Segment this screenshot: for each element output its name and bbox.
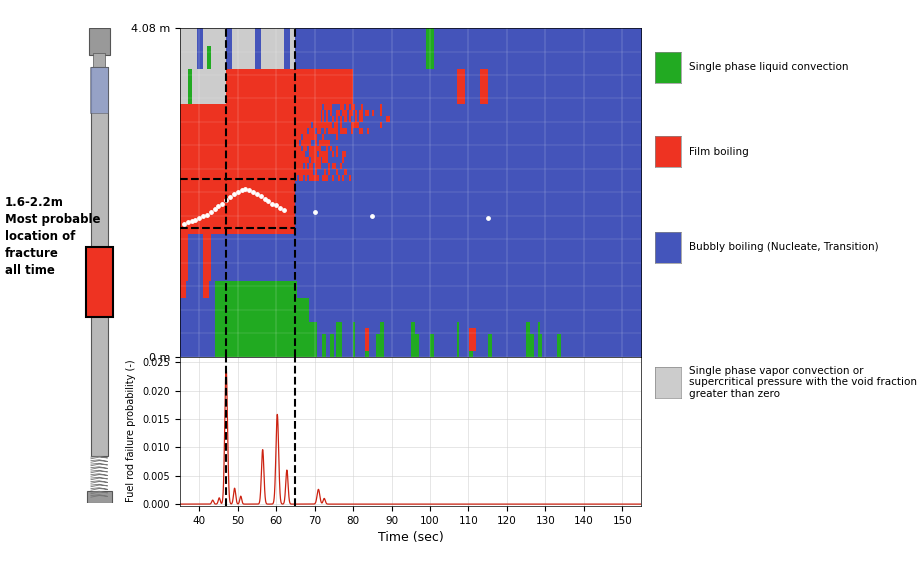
Point: [272, 203, 287, 212]
Point: [207, 205, 222, 214]
Point: [222, 193, 237, 202]
Text: Film boiling: Film boiling: [689, 147, 749, 157]
X-axis label: Time (sec): Time (sec): [378, 531, 444, 544]
Point: [480, 214, 495, 223]
Bar: [87, 491, 112, 503]
Point: [261, 197, 276, 206]
Point: [219, 195, 234, 204]
Point: [192, 214, 207, 223]
Y-axis label: Fuel rod failure probability (-): Fuel rod failure probability (-): [126, 360, 137, 502]
Point: [265, 199, 280, 208]
Point: [231, 187, 246, 196]
Point: [365, 211, 379, 220]
Point: [238, 184, 253, 193]
Point: [253, 192, 268, 201]
Bar: [89, 28, 110, 55]
Text: 1.6-2.2m
Most probable
location of
fracture
all time: 1.6-2.2m Most probable location of fract…: [5, 196, 100, 277]
Point: [188, 215, 203, 224]
Bar: [93, 52, 105, 66]
Point: [307, 207, 322, 216]
Bar: [90, 66, 108, 113]
Point: [258, 194, 272, 203]
Point: [277, 206, 292, 215]
Text: Single phase vapor convection or
supercritical pressure with the void fraction
g: Single phase vapor convection or supercr…: [689, 365, 917, 399]
Point: [180, 217, 195, 226]
Point: [215, 199, 230, 208]
Point: [203, 207, 218, 216]
Point: [269, 201, 283, 210]
Bar: [86, 247, 113, 317]
Point: [242, 185, 257, 194]
Point: [196, 212, 210, 221]
Text: Single phase liquid convection: Single phase liquid convection: [689, 62, 848, 72]
Point: [176, 219, 191, 228]
Point: [246, 187, 260, 196]
Point: [211, 202, 226, 211]
Point: [249, 189, 264, 198]
Bar: [90, 66, 107, 456]
Point: [226, 189, 241, 198]
Point: [234, 185, 249, 194]
Point: [199, 210, 214, 219]
Point: [184, 217, 199, 226]
Text: Bubbly boiling (Nucleate, Transition): Bubbly boiling (Nucleate, Transition): [689, 242, 878, 252]
